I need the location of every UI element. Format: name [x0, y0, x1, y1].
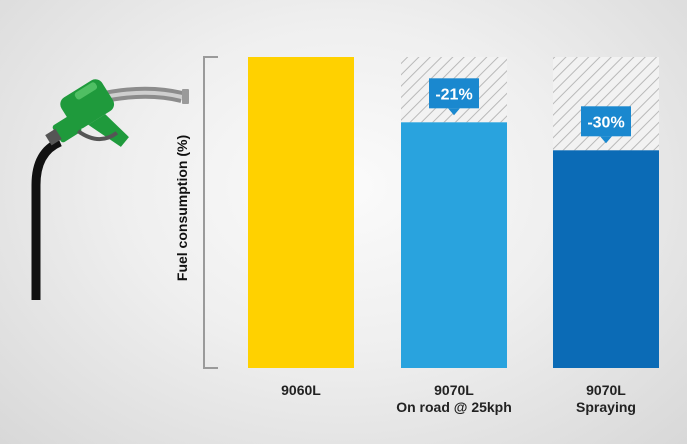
category-mode: Spraying	[576, 399, 636, 415]
category-mode: On road @ 25kph	[396, 399, 512, 415]
category-label-1: 9060L	[221, 382, 381, 399]
category-model: 9070L	[586, 382, 626, 398]
y-axis-bracket	[203, 56, 218, 369]
category-model: 9060L	[281, 382, 321, 398]
bar-1	[248, 57, 354, 368]
reduction-badge-3	[581, 106, 631, 137]
reduction-label-3: -30%	[587, 114, 624, 131]
category-label-2: 9070L On road @ 25kph	[374, 382, 534, 416]
y-axis-label: Fuel consumption (%)	[174, 134, 190, 282]
bar-2	[401, 122, 507, 368]
bar-3	[553, 150, 659, 368]
category-model: 9070L	[434, 382, 474, 398]
category-label-3: 9070L Spraying	[526, 382, 686, 416]
fuel-pump-nozzle-icon	[31, 79, 189, 300]
badge-pointer	[600, 136, 612, 144]
badge-pointer	[448, 108, 460, 116]
reduction-badge-2	[429, 78, 479, 109]
reduction-label-2: -21%	[435, 86, 472, 103]
